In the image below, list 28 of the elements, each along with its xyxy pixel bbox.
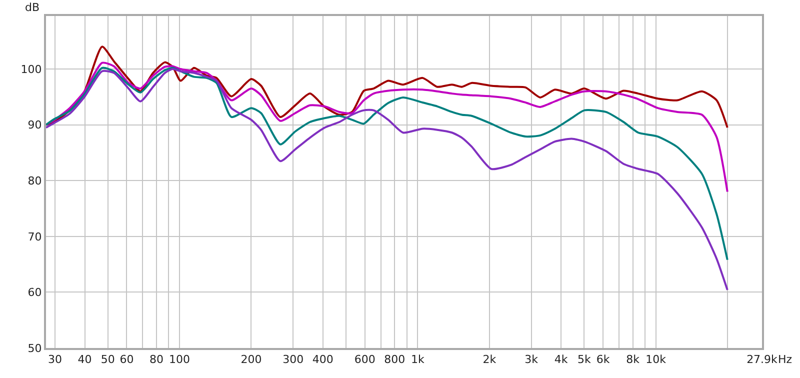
- x-tick-label: 8k: [626, 353, 640, 366]
- x-tick-label: 80: [149, 353, 164, 366]
- x-axis-title: Hz: [778, 353, 792, 366]
- x-tick-label: 2k: [482, 353, 497, 366]
- x-tick-label: 6k: [596, 353, 610, 366]
- x-tick-label: 3k: [524, 353, 539, 366]
- y-tick-label: 80: [28, 174, 42, 188]
- x-tick-label: 10k: [646, 353, 667, 366]
- x-tick-label: 60: [120, 353, 134, 366]
- x-tick-label: 50: [100, 353, 115, 366]
- y-tick-label: 50: [28, 342, 42, 355]
- y-tick-label: 60: [28, 286, 42, 300]
- x-tick-label: 30: [48, 353, 62, 366]
- y-axis-title: dB: [25, 1, 40, 14]
- y-tick-label: 90: [28, 118, 42, 132]
- x-tick-label: 400: [312, 353, 334, 366]
- x-tick-label: 600: [354, 353, 376, 366]
- x-tick-label: 1k: [411, 353, 426, 366]
- x-tick-label: 200: [240, 353, 262, 366]
- y-tick-label: 70: [28, 230, 42, 244]
- x-tick-label: 27.9k: [746, 353, 778, 366]
- x-tick-label: 800: [384, 353, 406, 366]
- x-tick-label: 5k: [577, 353, 592, 366]
- x-tick-label: 300: [282, 353, 304, 366]
- x-tick-label: 40: [78, 353, 92, 366]
- y-tick-label: 100: [20, 62, 42, 76]
- x-tick-label: 4k: [554, 353, 568, 366]
- x-tick-label: 100: [169, 353, 190, 366]
